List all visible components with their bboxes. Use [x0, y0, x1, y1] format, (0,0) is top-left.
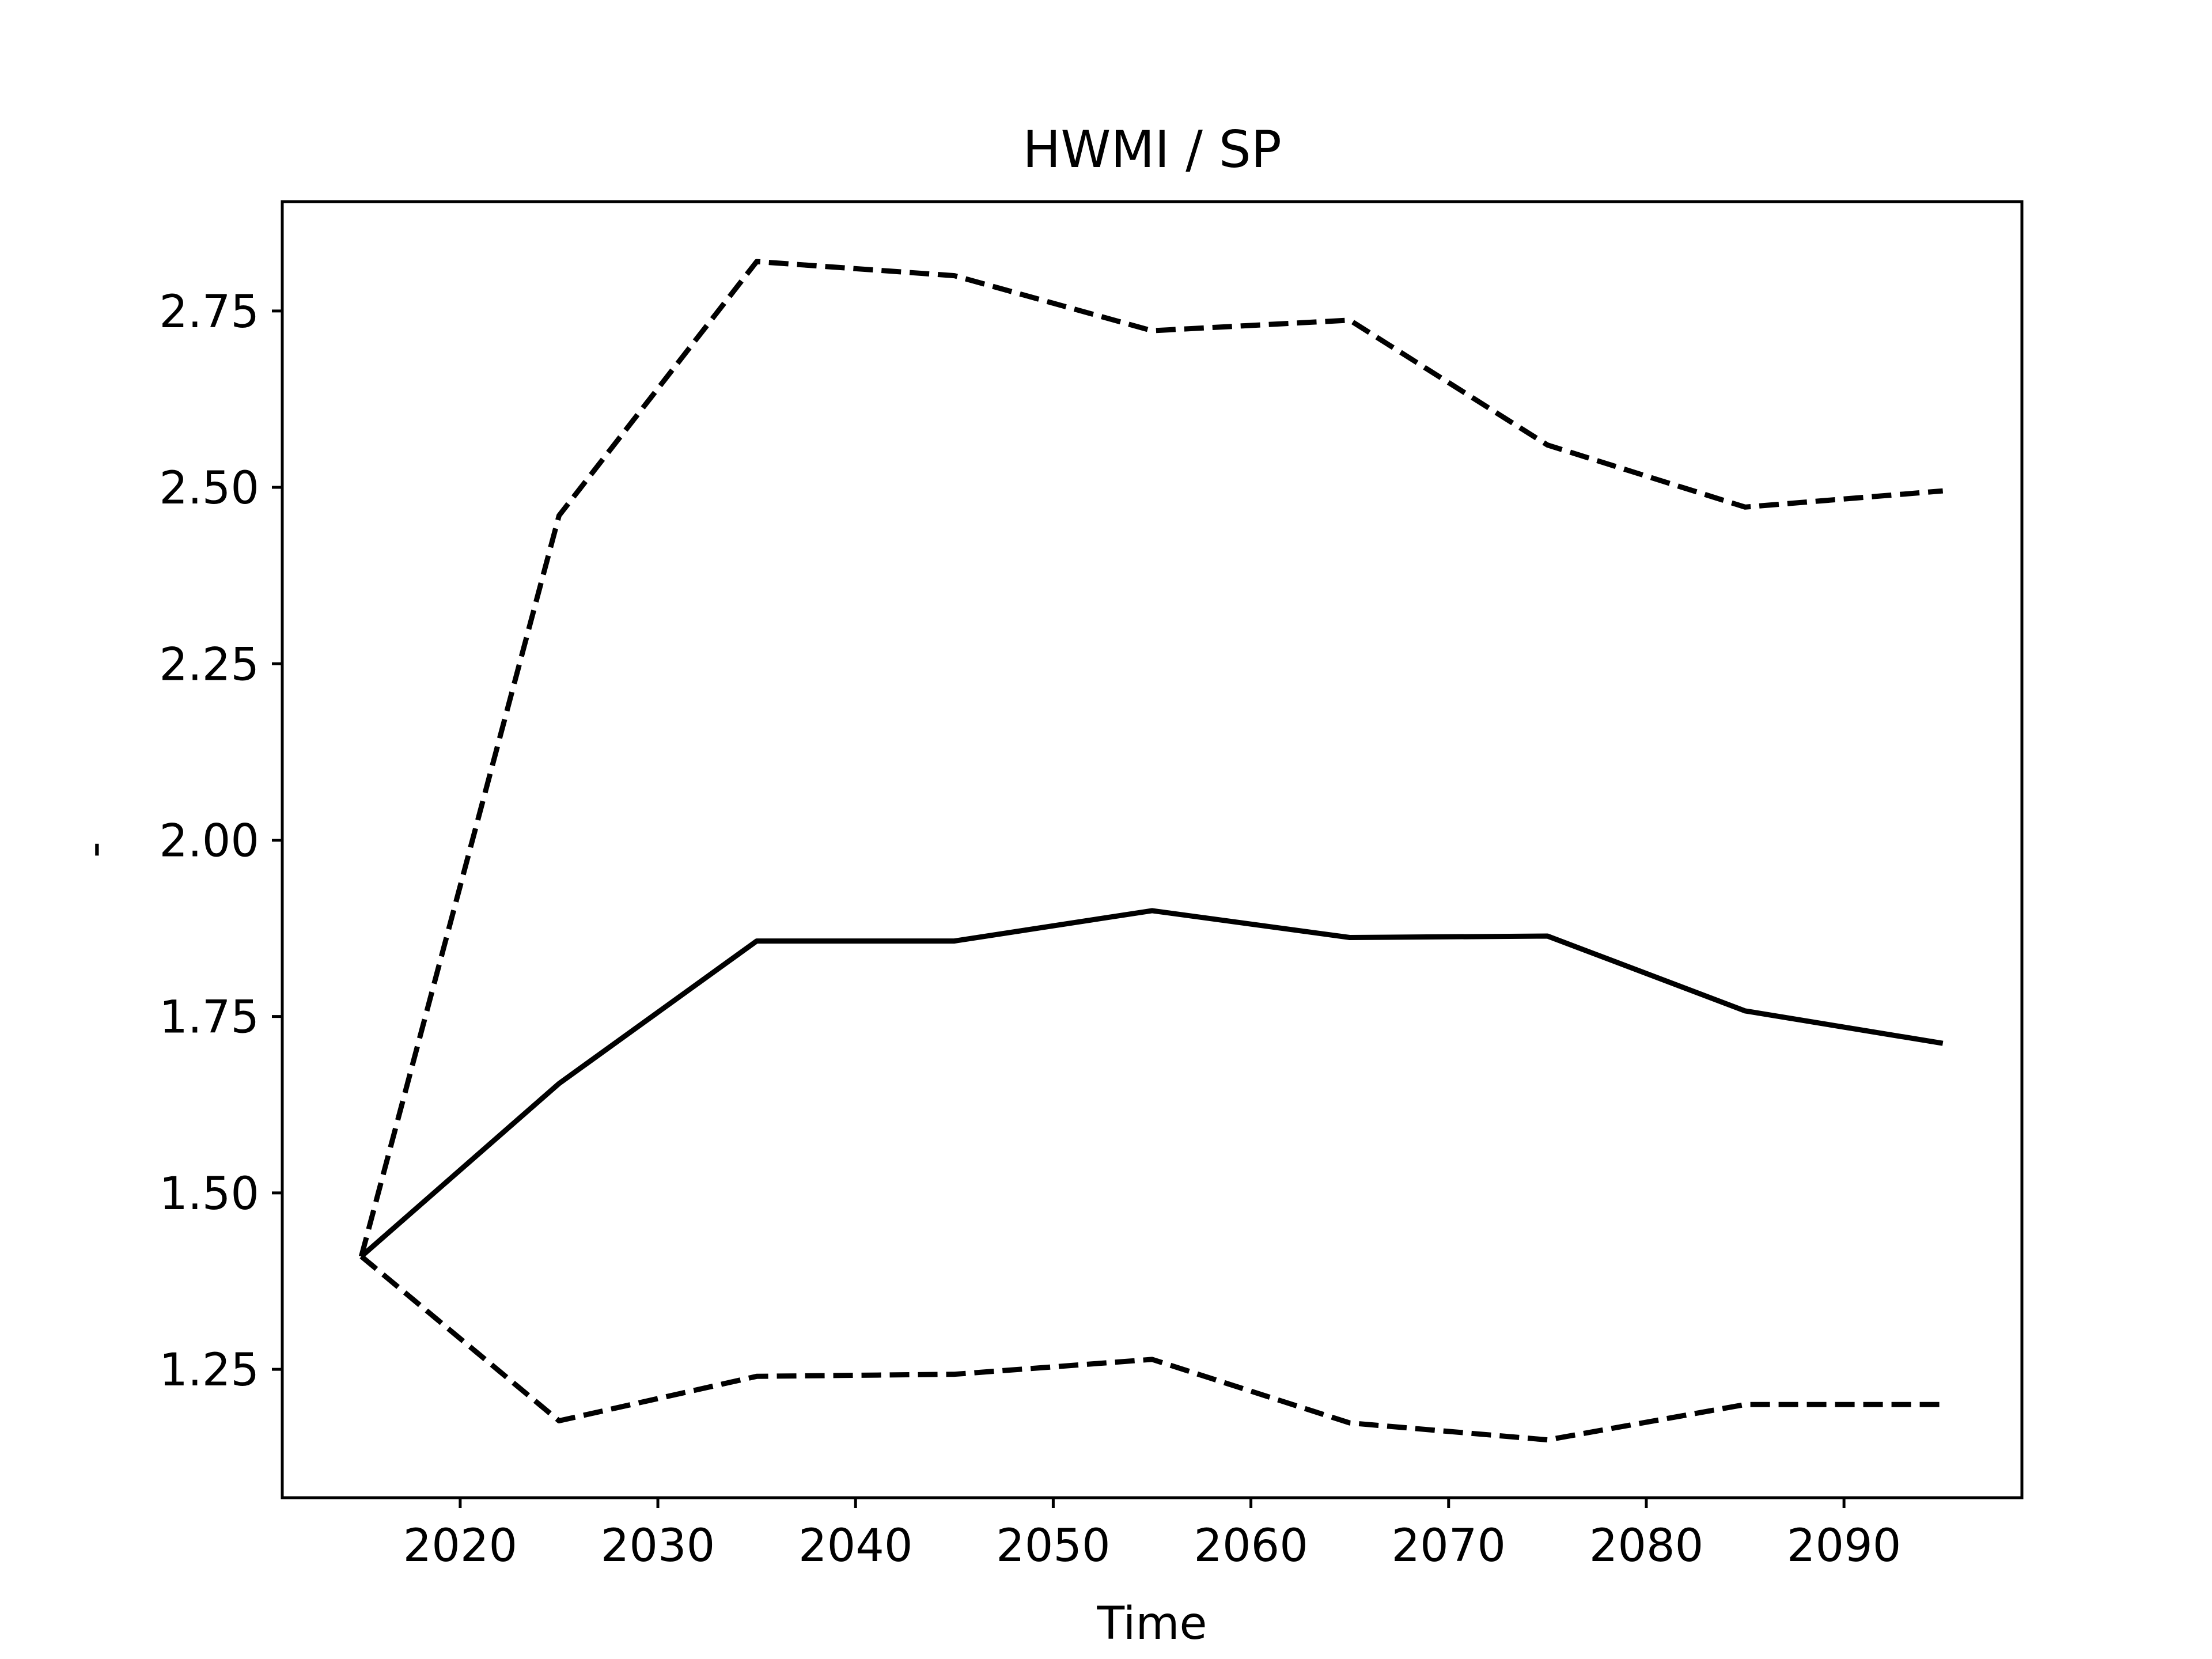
x-tick-label: 2020: [403, 1520, 518, 1572]
series-line-3-dashed: [359, 1254, 1943, 1443]
series-line-1-solid: [359, 908, 1944, 1259]
y-tick-label: 1.50: [159, 1168, 259, 1220]
series-layer: [358, 259, 1944, 1443]
x-tick-label: 2090: [1787, 1520, 1902, 1572]
series-line-2-dashed: [358, 259, 1944, 1257]
x-axis-label: Time: [1097, 1598, 1207, 1650]
y-tick-label: 2.75: [159, 286, 259, 338]
y-tick-label: 2.00: [159, 815, 259, 867]
chart-title: HWMI / SP: [1022, 120, 1282, 179]
y-tick-label: 1.25: [159, 1344, 259, 1396]
x-tick-label: 2070: [1392, 1520, 1506, 1572]
x-tick-label: 2060: [1194, 1520, 1308, 1572]
y-axis-label: -: [69, 842, 120, 858]
y-axis: 1.25 1.50 1.75 2.00 2.25 2.50 2.75: [159, 286, 282, 1396]
x-tick-label: 2030: [601, 1520, 715, 1572]
x-tick-label: 2080: [1589, 1520, 1704, 1572]
y-tick-label: 1.75: [159, 992, 259, 1044]
plot-frame: [281, 200, 2024, 1499]
y-tick-label: 2.50: [159, 463, 259, 514]
y-tick-label: 2.25: [159, 639, 259, 691]
x-tick-label: 2050: [996, 1520, 1111, 1572]
x-tick-label: 2040: [798, 1520, 913, 1572]
x-axis: 2020 2030 2040 2050 2060 2070 2080 2090: [403, 1498, 1902, 1572]
